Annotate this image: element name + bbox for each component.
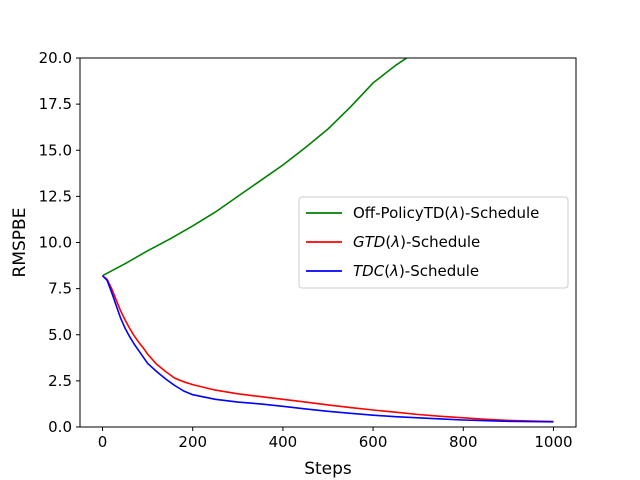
y-tick-label: 17.5	[39, 95, 72, 113]
series-line-1	[101, 275, 554, 423]
y-tick-label: 0.0	[48, 418, 72, 436]
y-tick-label: 7.5	[48, 280, 72, 298]
x-tick-label: 1000	[534, 433, 572, 451]
x-tick-label: 800	[449, 433, 478, 451]
y-tick-label: 20.0	[39, 49, 72, 67]
y-tick-label: 10.0	[39, 234, 72, 252]
y-tick-label: 5.0	[48, 326, 72, 344]
x-tick-label: 400	[269, 433, 298, 451]
x-tick-label: 200	[178, 433, 207, 451]
legend-label-1: GTD(λ)-Schedule	[353, 233, 480, 251]
series-line-2	[101, 275, 554, 423]
series-line-0	[102, 58, 408, 277]
x-axis-label: Steps	[304, 459, 352, 479]
y-tick-label: 15.0	[39, 141, 72, 159]
legend-label-0: Off-PolicyTD(λ)-Schedule	[353, 204, 539, 222]
legend-box	[298, 196, 569, 289]
y-tick-label: 12.5	[39, 187, 72, 205]
y-axis-label: RMSPBE	[10, 208, 30, 278]
x-tick-label: 600	[359, 433, 388, 451]
x-tick-label: 0	[98, 433, 108, 451]
y-tick-label: 2.5	[48, 372, 72, 390]
legend-label-2: TDC(λ)-Schedule	[353, 262, 479, 280]
